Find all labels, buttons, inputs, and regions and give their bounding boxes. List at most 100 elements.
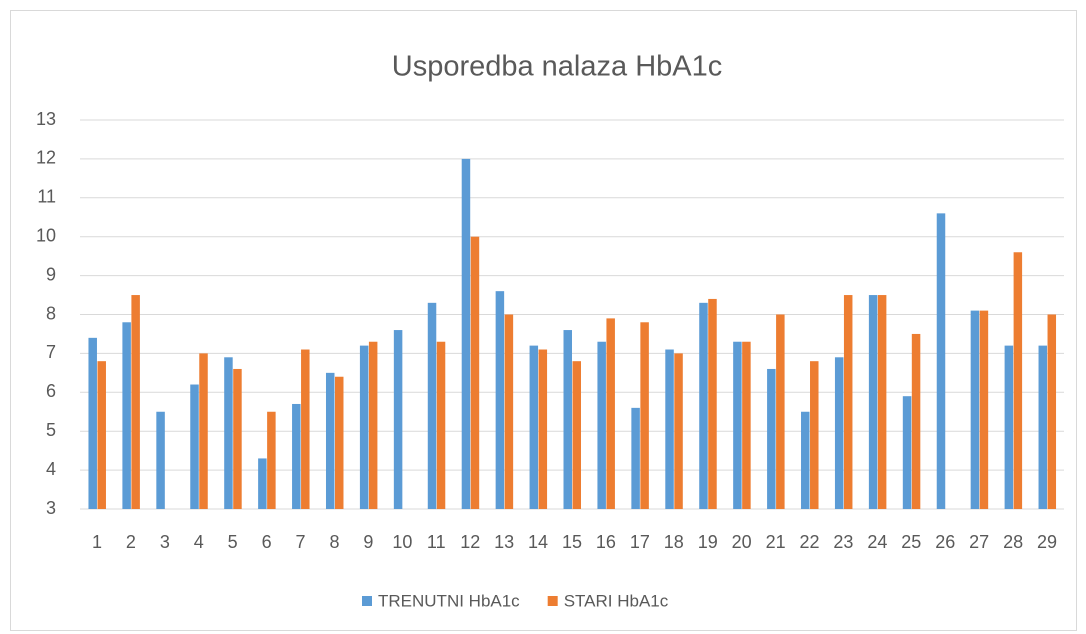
bar (156, 411, 165, 509)
x-tick-label: 11 (427, 532, 446, 552)
bar (733, 341, 742, 509)
bar (1004, 345, 1014, 509)
bar (902, 396, 912, 509)
x-tick-label: 28 (1003, 532, 1023, 552)
x-tick-label: 13 (494, 532, 514, 552)
x-tick-label: 8 (329, 532, 339, 552)
bar (767, 368, 776, 509)
bar (97, 361, 106, 509)
bar (665, 349, 674, 509)
y-tick-label: 3 (46, 498, 56, 518)
bar (334, 376, 344, 509)
bar (368, 341, 378, 509)
x-tick-label: 27 (969, 532, 989, 552)
bar (674, 353, 683, 509)
bar (834, 357, 844, 509)
bar (393, 330, 403, 509)
x-tick-label: 3 (160, 532, 170, 552)
bar (267, 411, 276, 509)
y-tick-label: 13 (36, 109, 56, 129)
bar (563, 330, 572, 509)
y-tick-label: 11 (37, 187, 56, 207)
bar (843, 295, 853, 509)
bar (461, 158, 471, 509)
bar (742, 341, 751, 509)
x-tick-label: 10 (392, 532, 412, 552)
bar (190, 384, 199, 509)
bar (470, 236, 480, 509)
x-tick-label: 26 (935, 532, 955, 552)
bar (979, 310, 989, 509)
y-tick-label: 6 (46, 381, 56, 401)
bar (131, 295, 140, 509)
bar (936, 213, 946, 510)
legend-label: TRENUTNI HbA1c (378, 591, 520, 610)
bar (640, 322, 649, 509)
x-tick-label: 19 (698, 532, 718, 552)
chart-title: Usporedba nalaza HbA1c (392, 51, 722, 83)
bar (631, 407, 640, 509)
y-tick-label: 7 (46, 342, 56, 362)
bar (292, 403, 301, 509)
x-tick-label: 15 (562, 532, 582, 552)
bar (233, 368, 242, 509)
x-tick-label: 2 (126, 532, 136, 552)
bar (538, 349, 548, 509)
x-tick-label: 9 (363, 532, 373, 552)
y-tick-label: 10 (36, 225, 56, 245)
bar (258, 458, 267, 509)
bar (224, 357, 233, 509)
chart-border (10, 10, 1077, 631)
bar (868, 295, 878, 509)
y-tick-label: 4 (46, 459, 56, 479)
x-tick-label: 17 (630, 532, 650, 552)
bar (597, 341, 606, 509)
x-tick-label: 4 (194, 532, 204, 552)
y-tick-label: 9 (46, 264, 56, 284)
bar (325, 372, 335, 509)
bar (301, 349, 310, 509)
bar (708, 298, 717, 509)
bar (810, 361, 819, 509)
y-tick-label: 5 (46, 420, 56, 440)
bar (1038, 345, 1048, 509)
x-tick-label: 16 (596, 532, 616, 552)
bar (427, 302, 437, 509)
bar (88, 337, 97, 509)
x-tick-label: 22 (800, 532, 820, 552)
x-tick-label: 5 (228, 532, 238, 552)
x-tick-label: 14 (528, 532, 548, 552)
bar (801, 411, 810, 509)
bar (877, 295, 887, 509)
legend-swatch (547, 596, 558, 606)
x-tick-label: 21 (766, 532, 786, 552)
y-tick-label: 8 (46, 303, 56, 323)
x-tick-label: 12 (460, 532, 480, 552)
bar (606, 318, 615, 509)
bar (970, 310, 980, 509)
legend-swatch (362, 596, 372, 606)
bar (776, 314, 785, 509)
bar (122, 322, 131, 509)
x-tick-label: 23 (833, 532, 853, 552)
x-tick-label: 1 (92, 532, 102, 552)
bar (1013, 252, 1023, 509)
bar (504, 314, 514, 509)
bar (699, 302, 708, 509)
bar (495, 291, 505, 509)
bar (529, 345, 539, 509)
x-tick-label: 25 (901, 532, 921, 552)
bar (199, 353, 208, 509)
x-tick-label: 7 (296, 532, 306, 552)
x-tick-label: 24 (867, 532, 887, 552)
bar (359, 345, 369, 509)
x-tick-label: 20 (732, 532, 752, 552)
bar (572, 361, 581, 509)
bar (436, 341, 446, 509)
x-tick-label: 6 (262, 532, 272, 552)
bar (911, 333, 921, 509)
bar (1047, 314, 1057, 509)
legend-label: STARI HbA1c (564, 591, 669, 610)
x-tick-label: 29 (1037, 532, 1057, 552)
